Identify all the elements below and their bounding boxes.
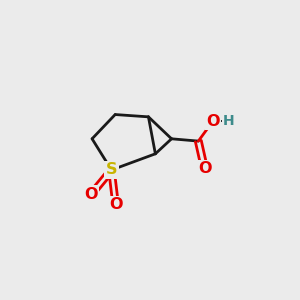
Text: O: O: [85, 187, 98, 202]
Text: H: H: [223, 115, 235, 128]
Text: S: S: [106, 163, 117, 178]
Text: O: O: [198, 161, 211, 176]
Text: O: O: [206, 114, 219, 129]
Text: O: O: [109, 197, 122, 212]
